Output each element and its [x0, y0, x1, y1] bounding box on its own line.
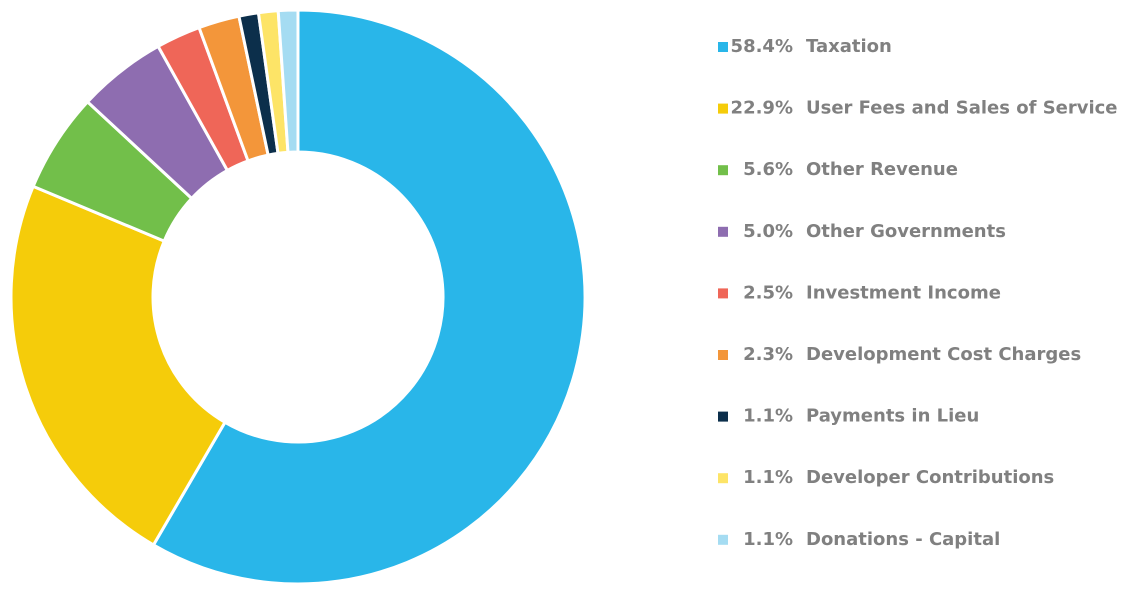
legend-value: 1.1% [743, 529, 793, 550]
slice [151, 8, 587, 586]
legend-swatch [718, 350, 728, 360]
legend-swatch [718, 288, 728, 299]
legend-swatch [718, 165, 728, 176]
legend-swatch [718, 534, 728, 545]
legend-value: 58.4% [731, 36, 793, 57]
slice [9, 184, 228, 547]
legend-label: Donations - Capital [806, 529, 1000, 550]
legend-value: 1.1% [743, 406, 793, 427]
legend-value: 5.0% [743, 221, 793, 242]
legend-swatch [718, 473, 728, 484]
legend-swatch [718, 411, 728, 422]
slice [276, 8, 300, 154]
legend-label: Developer Contributions [806, 467, 1054, 488]
legend-value: 2.5% [743, 282, 793, 303]
legend-label: Development Cost Charges [806, 344, 1081, 365]
legend-label: User Fees and Sales of Service [806, 98, 1118, 119]
legend-label: Taxation [806, 36, 892, 57]
legend-value: 5.6% [743, 159, 793, 180]
legend-swatch [718, 226, 728, 237]
legend-swatch [718, 103, 728, 114]
legend-label: Investment Income [806, 282, 1001, 303]
legend-value: 2.3% [743, 344, 793, 365]
legend-label: Other Revenue [806, 159, 958, 180]
legend-label: Payments in Lieu [806, 406, 979, 427]
legend-swatch [718, 42, 728, 52]
legend-value: 22.9% [731, 98, 793, 119]
legend-value: 1.1% [743, 467, 793, 488]
legend-label: Other Governments [806, 221, 1006, 242]
